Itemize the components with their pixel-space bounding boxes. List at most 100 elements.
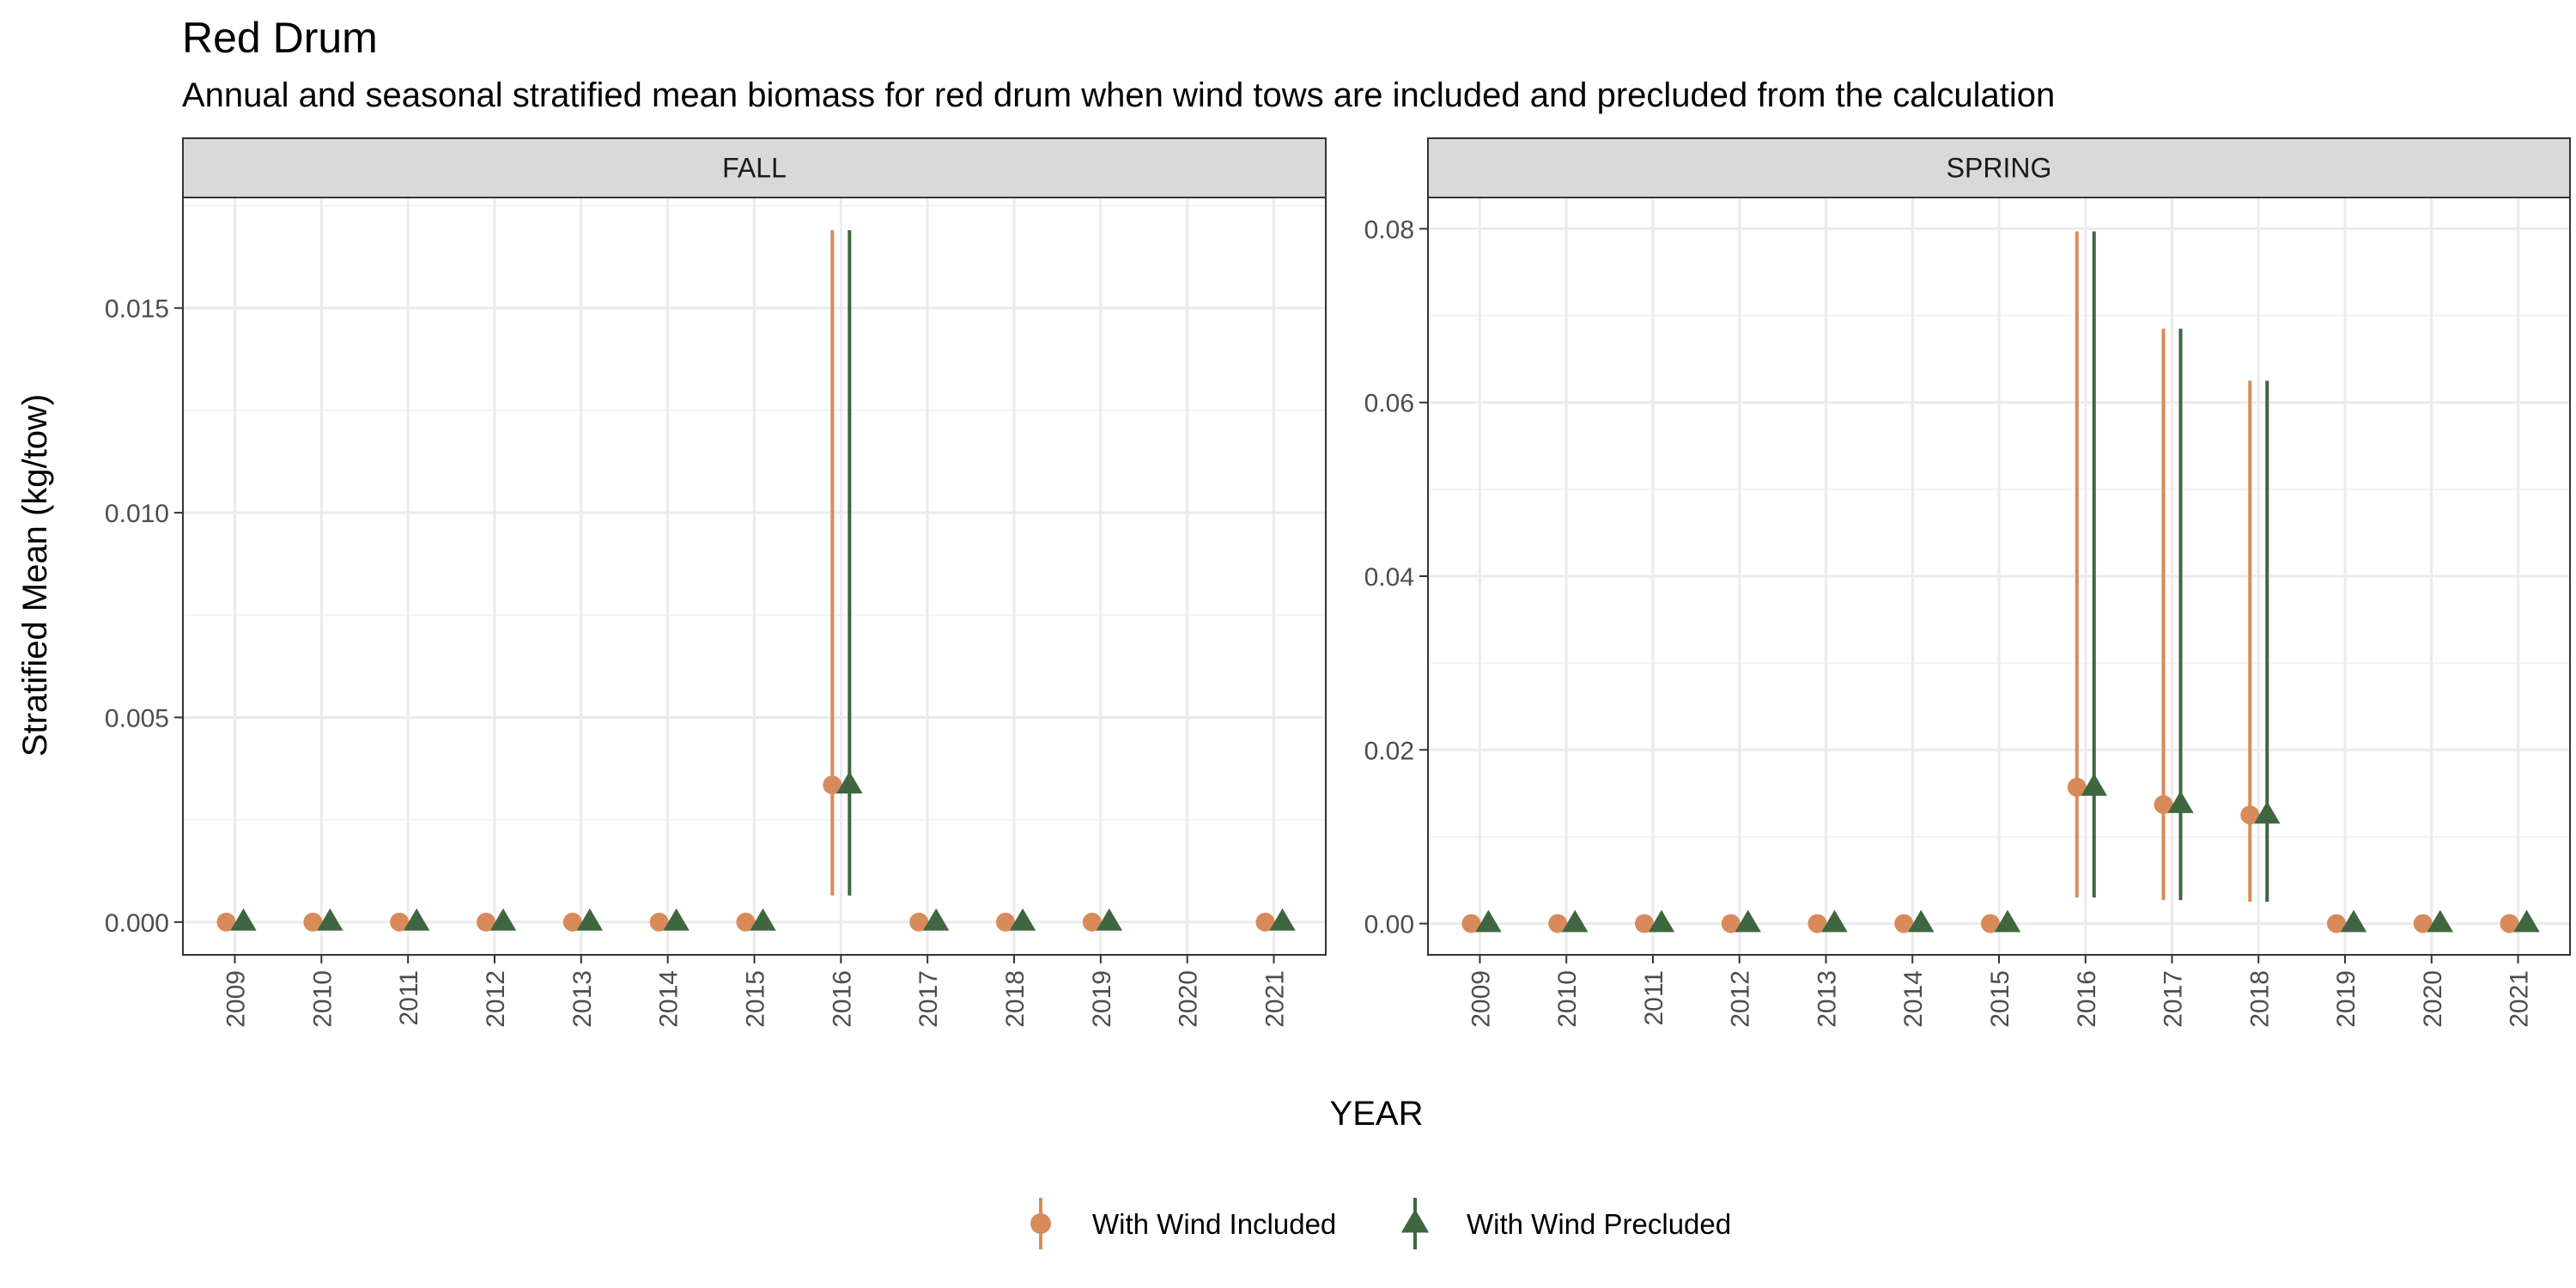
y-tick-label: 0.010 <box>105 500 169 528</box>
data-point-circle <box>1721 914 1741 933</box>
x-tick-label: 2013 <box>1813 970 1841 1028</box>
x-tick-label: 2015 <box>742 970 770 1028</box>
data-point-circle <box>1255 912 1275 932</box>
data-point-circle <box>1082 912 1102 932</box>
data-point-circle <box>562 912 582 932</box>
data-point-circle <box>477 912 495 932</box>
y-tick-label: 0.08 <box>1364 216 1414 244</box>
data-point-triangle <box>836 771 863 794</box>
data-point-triangle <box>403 908 430 931</box>
x-tick-label: 2020 <box>2419 970 2447 1028</box>
data-point-circle <box>216 912 236 932</box>
y-tick-label: 0.015 <box>105 295 169 324</box>
data-point-triangle <box>1994 909 2021 933</box>
panel-fall: FALL 0.000 0.005 0.010 0.015 2009 2010 2011 2012… <box>105 137 1327 1028</box>
data-point-circle <box>2500 914 2519 933</box>
x-axis-title: YEAR <box>1330 1095 1424 1133</box>
data-point-triangle <box>2427 909 2453 933</box>
x-tick-label: 2010 <box>1553 970 1582 1028</box>
x-tick-label: 2014 <box>1899 970 1928 1028</box>
data-point-triangle <box>576 908 604 931</box>
y-tick-label: 0.02 <box>1364 737 1414 765</box>
x-tick-label: 2009 <box>222 970 251 1028</box>
panel-border <box>182 197 1327 956</box>
data-point-circle <box>1981 914 2000 933</box>
data-point-triangle <box>2081 773 2107 796</box>
x-tick-label: 2015 <box>1986 970 2014 1028</box>
data-point-triangle <box>1648 909 1675 933</box>
data-point-triangle <box>1269 908 1296 931</box>
x-tick-label: 2020 <box>1175 970 1203 1028</box>
legend-label: With Wind Included <box>1092 1208 1336 1240</box>
x-tick-label: 2011 <box>395 970 423 1026</box>
panel-spring: SPRING 0.00 0.02 0.04 0.06 0.08 2009 2010 2011 20… <box>1364 137 2571 1028</box>
x-tick-label: 2018 <box>1001 970 1030 1028</box>
data-point-triangle <box>1096 908 1123 931</box>
y-tick-label: 0.000 <box>105 909 169 938</box>
facet-strip <box>1427 137 2571 198</box>
data-point-circle <box>1894 914 1914 933</box>
x-tick-label: 2012 <box>1727 970 1755 1028</box>
x-tick-label: 2019 <box>1088 970 1116 1028</box>
x-tick-label: 2010 <box>308 970 337 1028</box>
data-point-circle <box>303 912 323 932</box>
data-point-triangle <box>922 908 950 931</box>
y-tick-label: 0.00 <box>1364 911 1414 939</box>
legend: With Wind Included With Wind Precluded <box>1030 1198 1731 1249</box>
data-point-circle <box>1807 914 1827 933</box>
data-point-triangle <box>1562 909 1589 933</box>
legend-key-triangle <box>1400 1209 1430 1233</box>
data-point-triangle <box>1475 909 1502 933</box>
x-tick-label: 2017 <box>2160 970 2188 1028</box>
data-point-triangle <box>1009 908 1036 931</box>
x-tick-label: 2016 <box>2073 970 2101 1028</box>
legend-item: With Wind Included <box>1030 1198 1336 1249</box>
data-point-circle <box>2327 914 2347 933</box>
data-point-triangle <box>2513 909 2540 933</box>
x-tick-label: 2021 <box>1261 970 1290 1028</box>
data-point-triangle <box>2340 909 2367 933</box>
chart-subtitle: Annual and seasonal stratified mean biom… <box>182 76 2056 114</box>
data-point-triangle <box>2167 791 2194 813</box>
data-point-circle <box>1548 914 1568 933</box>
x-tick-label: 2011 <box>1640 970 1668 1026</box>
data-point-circle <box>390 912 410 932</box>
y-tick-label: 0.06 <box>1364 390 1414 418</box>
y-axis-title: Stratified Mean (kg/tow) <box>16 394 54 756</box>
legend-key-circle <box>1030 1213 1051 1234</box>
data-point-circle <box>2240 805 2260 825</box>
x-tick-label: 2014 <box>655 970 683 1028</box>
data-point-triangle <box>230 908 257 931</box>
data-point-circle <box>996 912 1015 932</box>
y-tick-label: 0.04 <box>1364 563 1414 592</box>
data-point-triangle <box>2254 801 2281 824</box>
data-point-triangle <box>1735 909 1761 933</box>
data-point-circle <box>736 912 756 932</box>
y-tick-label: 0.005 <box>105 704 169 732</box>
legend-label: With Wind Precluded <box>1467 1208 1731 1240</box>
data-point-triangle <box>1821 909 1848 933</box>
x-tick-label: 2021 <box>2506 970 2534 1028</box>
data-point-circle <box>2154 795 2173 815</box>
data-point-circle <box>649 912 669 932</box>
x-tick-label: 2017 <box>914 970 943 1028</box>
data-point-circle <box>1634 914 1654 933</box>
chart-title: Red Drum <box>182 14 378 62</box>
x-tick-label: 2013 <box>568 970 597 1028</box>
data-point-circle <box>823 775 842 795</box>
x-tick-label: 2009 <box>1467 970 1495 1028</box>
data-point-triangle <box>1908 909 1935 933</box>
data-point-triangle <box>317 908 343 931</box>
x-tick-label: 2012 <box>482 970 510 1028</box>
data-point-circle <box>2067 777 2087 797</box>
data-point-triangle <box>663 908 690 931</box>
legend-item: With Wind Precluded <box>1400 1198 1731 1249</box>
data-point-circle <box>2413 914 2433 933</box>
data-point-circle <box>909 912 929 932</box>
x-tick-label: 2019 <box>2332 970 2360 1028</box>
panel-border <box>1427 197 2571 956</box>
x-tick-label: 2016 <box>828 970 856 1028</box>
x-tick-label: 2018 <box>2245 970 2274 1028</box>
data-point-circle <box>1461 914 1481 933</box>
